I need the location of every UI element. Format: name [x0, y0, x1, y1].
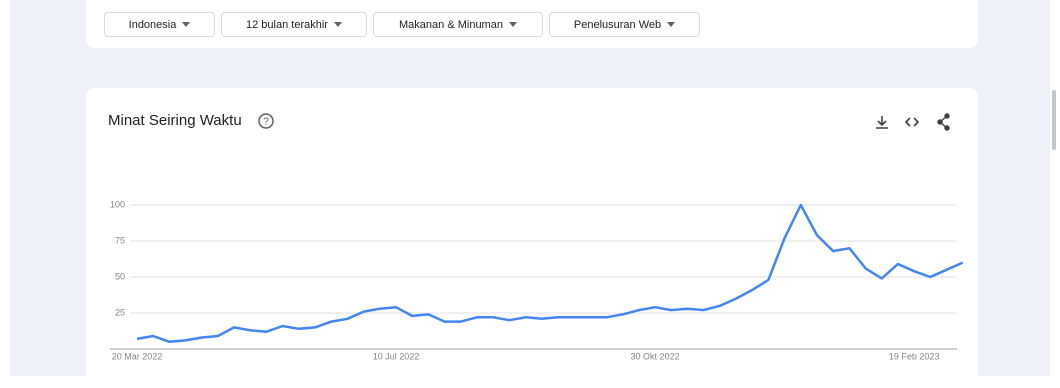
filter-chip[interactable]: 12 bulan terakhir [221, 12, 367, 37]
y-tick-label: 25 [115, 307, 125, 317]
x-tick-label: 19 Feb 2023 [889, 351, 940, 361]
page: Indonesia 12 bulan terakhir Makanan & Mi… [0, 0, 1060, 376]
filter-chip[interactable]: Makanan & Minuman [373, 12, 543, 37]
help-icon[interactable] [258, 113, 274, 129]
x-tick-label: 10 Jul 2022 [373, 351, 420, 361]
embed-icon[interactable] [904, 117, 920, 127]
help-icon-mark: ? [263, 117, 269, 128]
trend-line [136, 203, 964, 344]
filter-chip[interactable]: Penelusuran Web [549, 12, 700, 37]
scrollbar[interactable] [1052, 90, 1056, 150]
share-icon[interactable] [937, 113, 950, 131]
chart-card [86, 88, 978, 388]
x-tick-label: 30 Okt 2022 [631, 351, 680, 361]
download-icon[interactable] [876, 116, 888, 129]
y-tick-label: 75 [115, 235, 125, 245]
y-tick-label: 100 [110, 199, 125, 209]
chart: ? 25 50 75 100 20 Mar 2022 10 Jul 2022 30 Okt … [110, 90, 1056, 361]
chart-title: Minat Seiring Waktu [108, 112, 242, 129]
filter-chip[interactable]: Indonesia [104, 12, 215, 37]
y-tick-label: 50 [115, 271, 125, 281]
x-tick-label: 20 Mar 2022 [112, 351, 163, 361]
